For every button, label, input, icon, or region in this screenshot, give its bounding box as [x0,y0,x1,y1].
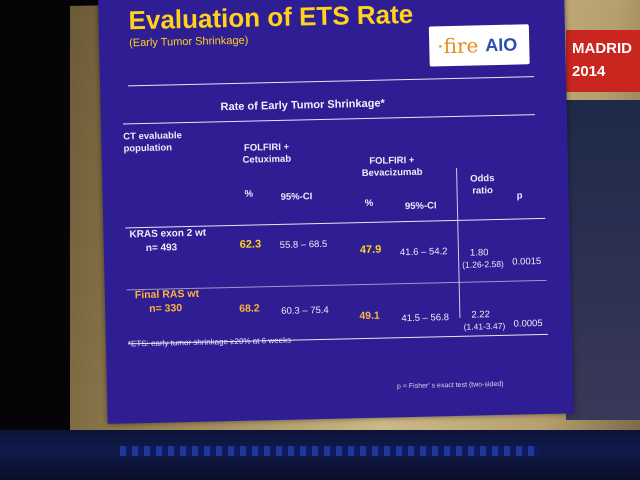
madrid-2014-banner: MADRID 2014 [566,30,640,92]
row2-p: 0.0005 [513,317,543,330]
row2-odds: 2.22 [471,309,491,321]
row2-arm1-pct: 68.2 [239,302,260,315]
logo-fire-text: ·fire [437,33,479,59]
row1-arm1-ci: 55.8 – 68.5 [279,238,328,251]
table-top-rule [122,114,535,125]
logo-aio-text: AIO [485,34,518,56]
header-arm-bevacizumab: FOLFIRI + Bevacizumab [361,154,423,180]
row2-odds-ci: (1.41-3.47) [463,320,506,332]
header-arm2-ci: 95%-CI [404,200,437,213]
odds-column-divider [456,167,461,318]
table-title: Rate of Early Tumor Shrinkage* [220,97,385,114]
row2-arm2-pct: 49.1 [359,309,380,323]
row1-p: 0.0015 [512,256,542,268]
slide-title: Evaluation of ETS Rate [128,0,414,36]
stage-light-strip [120,446,540,456]
slide-subtitle: (Early Tumor Shrinkage) [128,34,249,50]
banner-city: MADRID [572,40,632,57]
row2-population: Final RAS wt [134,287,200,302]
row1-population: KRAS exon 2 wt [129,227,207,241]
title-divider [128,76,534,87]
ets-footnote: *ETS: early tumor shrinkage ≥20% at 6 we… [127,335,292,349]
row1-n: n= 493 [145,242,178,254]
row1-arm2-ci: 41.6 – 54.2 [399,246,448,259]
header-arm1-pct: % [244,188,254,200]
row1-arm2-pct: 47.9 [359,243,382,257]
header-arm1-ci: 95%-CI [280,191,313,203]
header-population: CT evaluable population [123,130,182,155]
fisher-test-note: p = Fisher' s exact test (two-sided) [396,380,504,391]
header-arm2-pct: % [364,197,374,209]
row2-arm1-ci: 60.3 – 75.4 [281,304,329,317]
row1-odds-ci: (1.26-2.58) [462,258,504,270]
header-arm-cetuximab: FOLFIRI + Cetuximab [242,141,292,166]
presentation-slide: Evaluation of ETS Rate (Early Tumor Shri… [98,0,574,424]
header-odds-ratio: Odds ratio [470,173,495,197]
banner-year: 2014 [572,63,606,80]
fire-aio-logo: ·fire AIO [428,24,530,67]
row2-arm2-ci: 41.5 – 56.8 [401,312,450,325]
header-p: p [516,190,523,202]
header-bottom-rule [125,217,546,229]
row1-odds: 1.80 [469,247,489,259]
row2-n: n= 330 [149,302,183,315]
speaker-video-panel [566,100,640,420]
row1-arm1-pct: 62.3 [239,238,262,251]
